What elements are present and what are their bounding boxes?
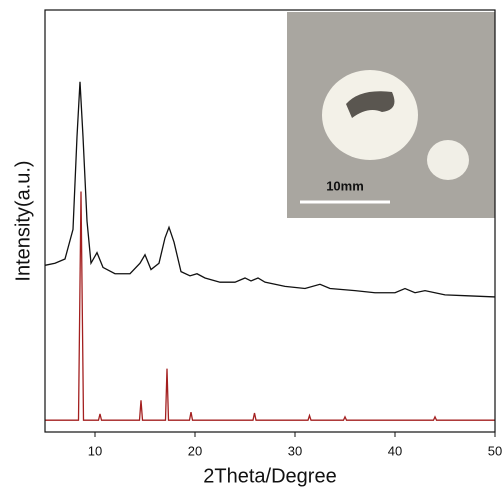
x-tick-label: 40 bbox=[388, 443, 402, 458]
x-tick-label: 20 bbox=[188, 443, 202, 458]
x-tick-label: 30 bbox=[288, 443, 302, 458]
data-line bbox=[45, 191, 495, 421]
x-tick-label: 50 bbox=[488, 443, 502, 458]
x-axis-label: 2Theta/Degree bbox=[203, 465, 336, 487]
inset-photo: 10mm bbox=[287, 12, 495, 218]
plot-frame bbox=[44, 9, 496, 433]
inset-label: 10mm bbox=[326, 178, 364, 193]
data-line bbox=[44, 81, 496, 298]
x-tick-label: 10 bbox=[88, 443, 102, 458]
y-axis-label: Intensity(a.u.) bbox=[12, 160, 34, 281]
